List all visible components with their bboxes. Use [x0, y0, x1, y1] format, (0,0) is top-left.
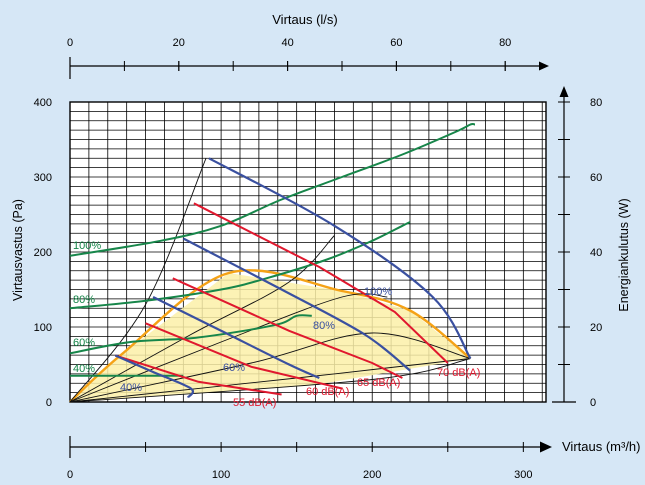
top-tick-label: 20 [173, 37, 185, 49]
right-tick-label: 60 [590, 172, 602, 184]
right-axis-title: Energiankulutus (W) [617, 198, 631, 311]
fan-label-100: 100% [364, 286, 392, 298]
left-axis-title: Virtausvastus (Pa) [11, 199, 25, 301]
top-tick-label: 80 [499, 37, 511, 49]
left-tick-label: 100 [34, 322, 52, 334]
sound-line-70 [193, 202, 449, 364]
left-tick-label: 300 [34, 172, 52, 184]
bottom-tick-label: 300 [514, 469, 532, 481]
right-axis: 0 20 40 60 80 [552, 86, 602, 409]
top-axis-arrow [539, 61, 549, 71]
power-curve-80 [69, 221, 411, 310]
power-label-100: 100% [73, 240, 101, 252]
sound-label-55: 55 dB(A) [233, 397, 276, 409]
bottom-tick-label: 0 [67, 469, 73, 481]
working-area-outline [69, 269, 472, 403]
plot-frame [69, 101, 547, 403]
left-axis: 0 100 200 300 400 [34, 97, 52, 409]
bottom-tick-label: 200 [363, 469, 381, 481]
right-tick-label: 40 [590, 247, 602, 259]
sound-line-65 [172, 277, 403, 379]
left-tick-label: 0 [46, 397, 52, 409]
top-axis-title: Virtaus (l/s) [272, 12, 338, 27]
fan-curve-100 [208, 157, 472, 360]
system-curve-6 [69, 358, 471, 403]
right-tick-label: 20 [590, 322, 602, 334]
fan-label-40: 40% [120, 382, 142, 394]
curve-labels: 100% 80% 60% 40% 100% 80% 60% 40% 55 dB(A) 60 dB(… [73, 240, 480, 409]
sound-label-70: 70 dB(A) [437, 367, 480, 379]
system-curve-1 [69, 158, 207, 403]
fan-label-60: 60% [223, 362, 245, 374]
fan-curve-80 [182, 237, 411, 372]
left-tick-label: 200 [34, 247, 52, 259]
system-curve-4 [69, 332, 471, 403]
sound-label-65: 65 dB(A) [357, 377, 400, 389]
top-tick-label: 60 [390, 37, 402, 49]
left-tick-label: 400 [34, 97, 52, 109]
fan-curve-60 [152, 296, 320, 380]
fan-curves [114, 157, 472, 399]
right-axis-arrow [559, 86, 569, 97]
sound-line-55 [114, 354, 282, 396]
right-tick-label: 80 [590, 97, 602, 109]
bottom-axis-arrow [540, 441, 552, 453]
sound-lines [114, 202, 449, 396]
top-tick-label: 40 [281, 37, 293, 49]
bottom-axis: 0 100 200 300 [67, 436, 552, 481]
bottom-axis-title: Virtaus (m³/h) [562, 439, 641, 454]
top-tick-label: 0 [67, 37, 73, 49]
power-curves [69, 122, 476, 377]
top-axis: 0 20 40 60 80 [67, 37, 549, 79]
fan-curve-40 [114, 354, 195, 399]
power-curve-60 [69, 314, 312, 355]
sound-label-60: 60 dB(A) [306, 386, 349, 398]
power-label-40: 40% [73, 363, 95, 375]
fan-label-80: 80% [313, 320, 335, 332]
power-label-80: 80% [73, 294, 95, 306]
power-curve-100 [69, 122, 476, 257]
bottom-tick-label: 100 [212, 469, 230, 481]
sound-line-60 [145, 322, 343, 390]
power-label-60: 60% [73, 337, 95, 349]
right-tick-label: 0 [590, 397, 596, 409]
